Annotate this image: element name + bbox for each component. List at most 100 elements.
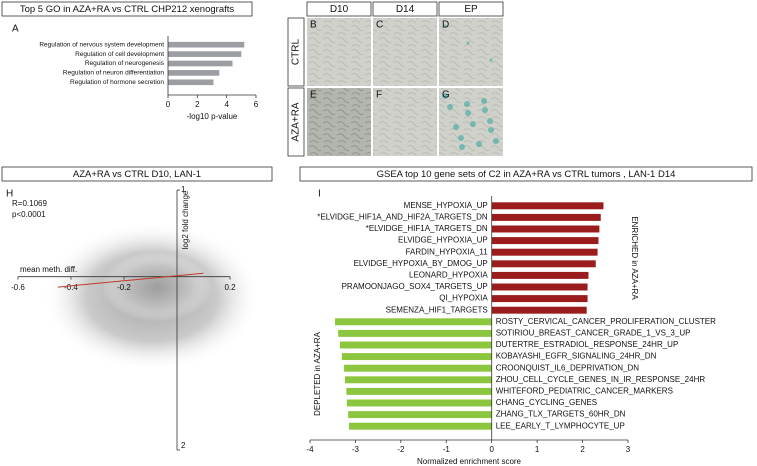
stain-spot (465, 110, 471, 116)
panel-letter: F (376, 90, 382, 101)
category-label: QI_HYPOXIA (439, 294, 488, 303)
panel-title: GSEA top 10 gene sets of C2 in AZA+RA vs… (377, 169, 676, 180)
bar (168, 79, 214, 86)
stain-spot (488, 127, 494, 133)
stain-spot (453, 124, 459, 130)
y-axis-label: log2 fold change (181, 190, 190, 249)
stain-spot (458, 135, 464, 141)
category-label: CHANG_CYCLING_GENES (496, 398, 597, 407)
stain-spot (466, 41, 470, 45)
stain-spot (459, 144, 465, 150)
bar (168, 60, 233, 67)
category-label: Regulation of cell development (75, 51, 164, 58)
stain-spot (493, 138, 499, 144)
y-tick-label: 1 (181, 185, 186, 194)
panel-letter: C (376, 20, 383, 31)
panel-letter: I (318, 189, 321, 200)
category-label: CROONQUIST_IL6_DEPRIVATION_DN (496, 363, 640, 372)
x-tick-label: -0.4 (64, 283, 78, 292)
column-header-box (306, 1, 372, 17)
x-tick-label: 4 (224, 100, 229, 109)
bar (491, 260, 596, 268)
category-label: PRAMOONJAGO_SOX4_TARGETS_UP (342, 282, 488, 291)
bar (168, 51, 242, 57)
stain-spot (470, 121, 476, 127)
bar (338, 329, 492, 337)
panel-letter: D (442, 20, 449, 31)
category-label: FARDIN_HYPOXIA_11 (406, 247, 489, 256)
annotation: R=0.1069 (12, 199, 47, 208)
bar (491, 248, 598, 256)
stain-spot (476, 141, 482, 147)
panel-title: AZA+RA vs CTRL D10, LAN-1 (73, 169, 201, 180)
x-tick-label: -4 (306, 445, 314, 454)
x-axis-label: mean meth. diff. (20, 265, 77, 274)
micrograph-image (439, 18, 503, 86)
bar (349, 422, 492, 430)
bar (491, 213, 601, 221)
panel-title: Top 5 GO in AZA+RA vs CTRL CHP212 xenogr… (20, 4, 235, 15)
stain-spot (442, 93, 448, 99)
bar (491, 202, 604, 210)
bar (344, 364, 492, 372)
title-box (299, 166, 753, 182)
category-label: *ELVIDGE_HIF1A_AND_HIF2A_TARGETS_DN (317, 213, 488, 222)
panel-letter: G (442, 90, 450, 101)
stain-spot (489, 58, 493, 62)
category-label: Regulation of nervous system development (39, 41, 164, 48)
x-tick-label: 3 (626, 445, 631, 454)
category-label: ELVIDGE_HYPOXIA_BY_DMOG_UP (354, 259, 488, 268)
panel-letter: E (310, 90, 317, 101)
micrograph-image (307, 18, 371, 86)
x-tick-label: 0 (166, 100, 171, 109)
category-label: Regulation of hormone secretion (70, 79, 164, 86)
category-label: MENSE_HYPOXIA_UP (404, 201, 488, 210)
bar (341, 353, 492, 361)
x-tick-label: 2 (195, 100, 200, 109)
x-tick-label: 2 (580, 445, 585, 454)
x-tick-label: -3 (352, 445, 360, 454)
bar (346, 399, 492, 407)
x-tick-label: -1 (443, 445, 451, 454)
stain-spot (481, 98, 487, 104)
x-tick-label: -2 (397, 445, 405, 454)
x-axis-label: -log10 p-value (187, 112, 238, 121)
stain-spot (443, 24, 447, 28)
stain-spot (464, 101, 470, 107)
column-header-box (438, 1, 504, 17)
bar (491, 283, 588, 291)
category-label: *ELVIDGE_HIF1A_TARGETS_DN (366, 224, 488, 233)
bar (346, 387, 492, 395)
annotation: p<0.0001 (12, 210, 46, 219)
category-label: ROSTY_CERVICAL_CANCER_PROLIFERATION_CLUS… (496, 317, 716, 326)
regression-line (57, 272, 204, 288)
category-label: SOTIRIOU_BREAST_CANCER_GRADE_1_VS_3_UP (496, 329, 691, 338)
column-header-box (372, 1, 438, 17)
micrograph-panel: D10 D14 EP CTRL B C D AZA+RA E F G (287, 1, 504, 157)
bar (168, 41, 245, 48)
category-label: ZHOU_CELL_CYCLE_GENES_IN_IR_RESPONSE_24H… (496, 375, 706, 384)
bar (491, 306, 587, 314)
bar (344, 376, 492, 384)
bar (339, 341, 492, 349)
column-header: D10 (330, 4, 349, 15)
category-label: LEE_EARLY_T_LYMPHOCYTE_UP (496, 421, 625, 430)
y-tick-label: 2 (181, 441, 186, 450)
panel-letter: H (6, 189, 13, 200)
micrograph-image (373, 88, 437, 156)
category-label: DUTERTRE_ESTRADIOL_RESPONSE_24HR_UP (496, 340, 679, 349)
point-cloud-core (102, 251, 212, 322)
row-header-box (287, 17, 305, 87)
x-tick-label: 0.2 (224, 283, 236, 292)
title-box (1, 1, 253, 17)
stain-spot (447, 104, 453, 110)
x-tick-label: -0.6 (11, 283, 25, 292)
x-tick-label: 0 (489, 445, 494, 454)
category-label: Regulation of neurogenesis (85, 60, 165, 67)
bar (491, 295, 588, 303)
x-tick-label: 6 (254, 100, 259, 109)
category-label: WHITEFORD_PEDIATRIC_CANCER_MARKERS (496, 387, 673, 396)
bar (491, 271, 589, 279)
category-label: KOBAYASHI_EGFR_SIGNALING_24HR_DN (496, 352, 657, 361)
legend-label: DEPLETED in AZA+RA (313, 331, 322, 415)
